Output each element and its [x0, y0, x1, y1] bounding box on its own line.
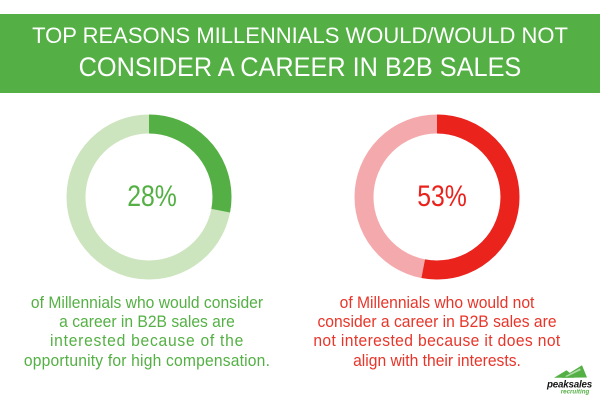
svg-text:recruiting: recruiting [561, 388, 590, 395]
svg-text:peaksales: peaksales [546, 380, 593, 391]
